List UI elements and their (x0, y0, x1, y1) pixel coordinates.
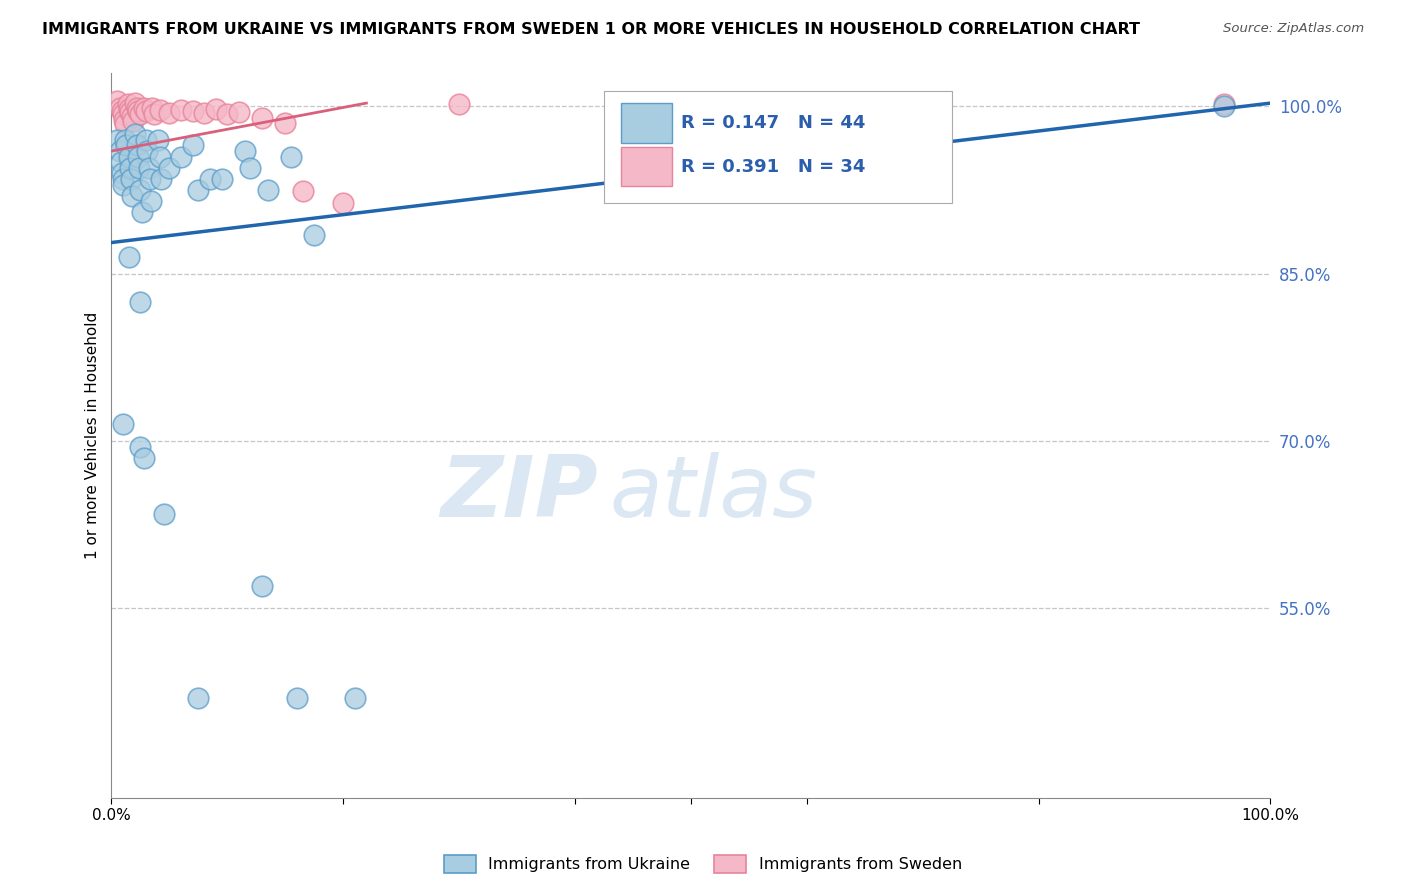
Point (127, 150, 149, 164)
Point (343, 690, 366, 705)
Point (111, 103, 134, 118)
Point (785, 103, 807, 117)
Point (131, 205, 153, 219)
Point (170, 150, 193, 164)
Point (135, 103, 157, 118)
Point (332, 196, 354, 211)
Text: R = 0.147   N = 44: R = 0.147 N = 44 (681, 114, 865, 132)
Point (129, 107, 152, 121)
Point (181, 138, 204, 153)
Text: atlas: atlas (610, 452, 818, 535)
Point (228, 105, 250, 120)
Point (117, 97, 139, 112)
Point (304, 227, 326, 242)
Point (105, 133, 128, 147)
Point (146, 133, 169, 147)
Point (239, 161, 262, 175)
Point (250, 579, 273, 593)
Legend: Immigrants from Ukraine, Immigrants from Sweden: Immigrants from Ukraine, Immigrants from… (437, 848, 969, 880)
Point (127, 103, 149, 118)
Point (115, 138, 138, 153)
Point (118, 161, 141, 175)
Point (122, 114, 145, 128)
Point (124, 96, 146, 111)
Point (187, 183, 209, 197)
Point (150, 172, 173, 186)
Point (118, 105, 141, 120)
FancyBboxPatch shape (605, 91, 952, 203)
Point (111, 417, 134, 432)
Point (280, 150, 302, 164)
Point (449, 97, 471, 112)
Point (149, 150, 172, 164)
Point (129, 440, 152, 454)
Point (217, 107, 239, 121)
Point (111, 178, 134, 192)
Point (152, 507, 174, 521)
Point (132, 450, 155, 465)
Point (157, 161, 180, 175)
FancyBboxPatch shape (621, 147, 672, 186)
Point (149, 103, 172, 117)
Point (132, 101, 155, 115)
Point (121, 188, 143, 202)
Point (157, 106, 180, 120)
Point (114, 117, 136, 131)
Point (105, 94, 128, 108)
Point (121, 110, 143, 124)
Point (170, 103, 193, 117)
Text: Source: ZipAtlas.com: Source: ZipAtlas.com (1223, 22, 1364, 36)
Y-axis label: 1 or more Vehicles in Household: 1 or more Vehicles in Household (86, 312, 100, 559)
Point (1213, 97, 1236, 112)
FancyBboxPatch shape (621, 103, 672, 143)
Point (211, 172, 233, 186)
Point (291, 184, 314, 198)
Point (118, 102, 141, 116)
Point (187, 690, 209, 705)
Point (118, 150, 141, 164)
Point (112, 112, 135, 127)
Point (128, 161, 150, 175)
Point (135, 133, 157, 147)
Point (193, 106, 215, 120)
Point (129, 183, 152, 197)
Point (111, 107, 134, 121)
Point (108, 144, 131, 158)
Point (1213, 99, 1236, 113)
Point (257, 183, 280, 197)
Point (108, 101, 131, 115)
Point (138, 161, 160, 175)
Point (114, 133, 136, 147)
Point (181, 103, 204, 118)
Point (136, 144, 159, 158)
Point (285, 690, 308, 705)
Text: ZIP: ZIP (440, 452, 598, 535)
Point (110, 155, 132, 169)
Point (125, 138, 148, 153)
Point (111, 166, 134, 180)
Point (124, 128, 146, 142)
Point (120, 172, 142, 186)
Point (139, 194, 162, 209)
Point (141, 101, 163, 115)
Point (138, 172, 160, 186)
Point (143, 107, 166, 121)
Point (125, 101, 148, 115)
Point (118, 250, 141, 264)
Text: R = 0.391   N = 34: R = 0.391 N = 34 (681, 158, 865, 176)
Point (111, 172, 134, 186)
Point (198, 172, 221, 186)
Point (129, 294, 152, 309)
Point (274, 116, 297, 130)
Point (204, 102, 226, 116)
Point (233, 144, 256, 158)
Point (250, 111, 273, 125)
Text: IMMIGRANTS FROM UKRAINE VS IMMIGRANTS FROM SWEDEN 1 OR MORE VEHICLES IN HOUSEHOL: IMMIGRANTS FROM UKRAINE VS IMMIGRANTS FR… (42, 22, 1140, 37)
